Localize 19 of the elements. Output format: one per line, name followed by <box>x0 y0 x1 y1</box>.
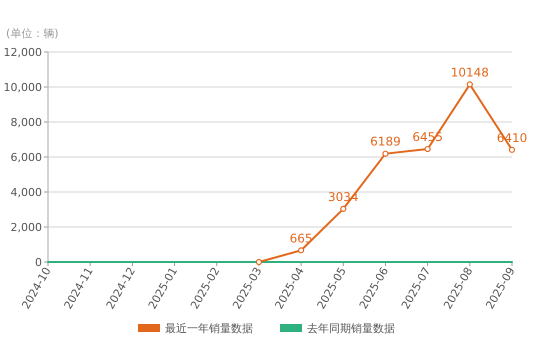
point <box>466 81 473 88</box>
y-tick-label: 6,000 <box>10 151 42 164</box>
data-label: 6189 <box>370 134 401 149</box>
point <box>508 146 516 153</box>
y-tick-label: 10,000 <box>4 81 42 94</box>
y-tick-label: 8,000 <box>10 116 42 129</box>
y-tick-label: 12,000 <box>4 46 42 59</box>
legend-label: 去年同期销量数据 <box>307 322 395 335</box>
data-label: 10148 <box>450 65 489 80</box>
y-axis-title: (单位：辆) <box>6 27 59 40</box>
legend-label: 最近一年销量数据 <box>165 322 253 335</box>
point <box>340 206 346 212</box>
point <box>298 247 304 254</box>
y-tick-label: 4,000 <box>10 186 42 199</box>
point <box>256 258 262 266</box>
point <box>424 146 431 152</box>
y-tick-label: 0 <box>35 256 42 269</box>
y-tick-label: 2,000 <box>10 221 42 234</box>
point <box>382 150 389 157</box>
